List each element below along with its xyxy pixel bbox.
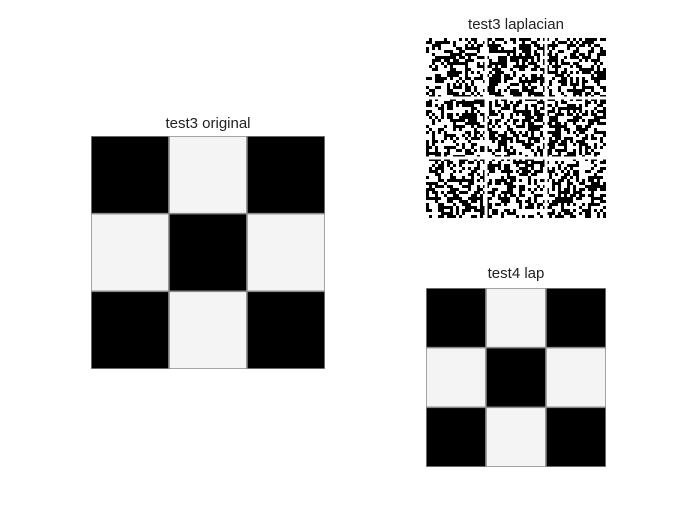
checker-cell [485, 346, 547, 409]
checker-cell [91, 136, 170, 215]
checker-cell [91, 212, 170, 293]
checker-cell [545, 288, 606, 349]
checker-cell [246, 136, 325, 215]
checker-cell [168, 290, 248, 369]
checker-cell [168, 212, 248, 293]
checker-cell [426, 406, 487, 467]
checker-cell [545, 406, 606, 467]
checker-cell [246, 290, 325, 369]
checker-cell [426, 288, 487, 349]
checker-cell [91, 290, 170, 369]
noise-pixels [426, 38, 606, 218]
checker-cell [246, 212, 325, 293]
checker-cell [485, 406, 547, 467]
panel-title-original: test3 original [165, 115, 251, 132]
checker-cell [168, 136, 248, 215]
panel-title-laplacian: test3 laplacian [468, 16, 564, 33]
checker-cell [545, 346, 606, 409]
image-test4-lap [426, 288, 606, 467]
image-test3-laplacian [426, 38, 606, 218]
checker-cell [485, 288, 547, 349]
panel-title-test4: test4 lap [487, 265, 545, 282]
image-test3-original [91, 136, 325, 369]
checker-cell [426, 346, 487, 409]
